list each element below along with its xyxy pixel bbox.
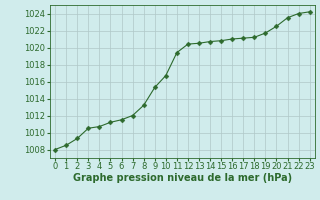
X-axis label: Graphe pression niveau de la mer (hPa): Graphe pression niveau de la mer (hPa) bbox=[73, 173, 292, 183]
